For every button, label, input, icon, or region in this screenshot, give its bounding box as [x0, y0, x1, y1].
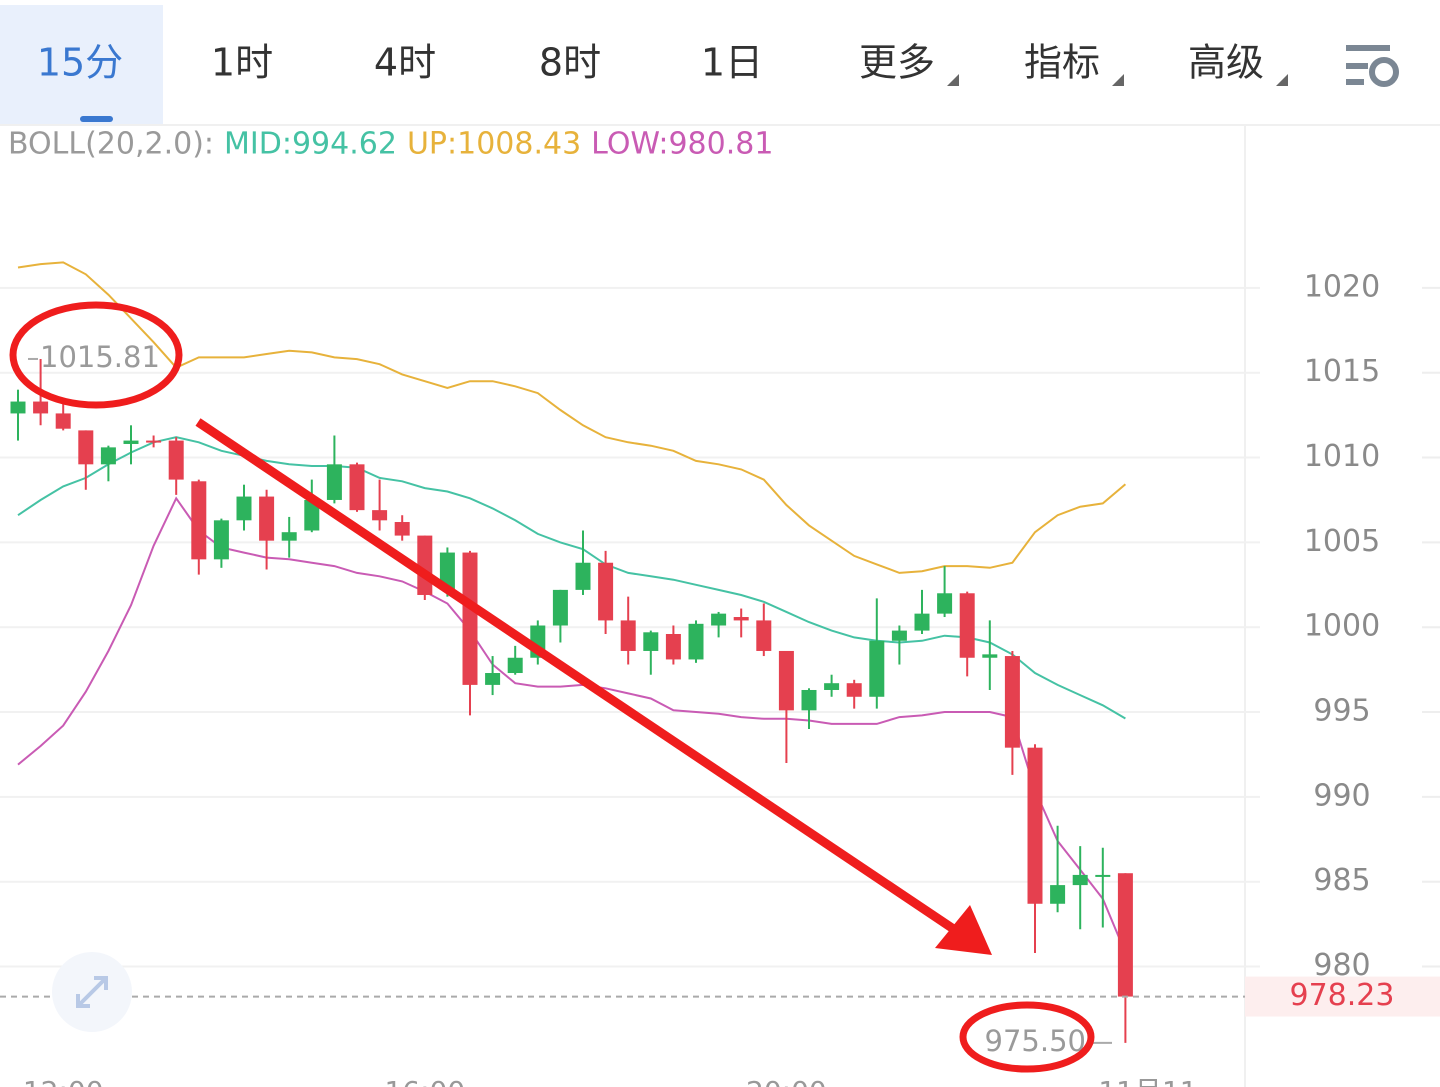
legend-entry: LOW:980.81 — [591, 127, 773, 162]
candle-body — [394, 522, 410, 536]
candle-body — [1117, 873, 1133, 997]
candle-body — [937, 593, 953, 614]
candle-body — [213, 520, 229, 560]
candle-body — [326, 464, 342, 500]
y-tick-label: 995 — [1313, 694, 1370, 729]
last-price-box — [1245, 976, 1440, 1017]
candle-body — [959, 593, 975, 658]
candle-body — [575, 562, 591, 590]
indicator-line — [17, 261, 1127, 574]
tab[interactable]: 15分 — [37, 41, 123, 85]
y-tick-label: 985 — [1313, 863, 1370, 898]
candle-body — [281, 532, 297, 541]
candle-body — [304, 499, 320, 531]
candle-body — [778, 650, 794, 711]
candle-body — [869, 640, 885, 697]
candle-body — [33, 401, 49, 414]
dropdown-caret — [1112, 74, 1124, 86]
expand-icon[interactable] — [52, 952, 132, 1032]
candle-body — [55, 413, 71, 429]
candle-body — [78, 430, 94, 465]
candle-body — [439, 552, 455, 590]
plot-area: 9809859909951000100510101015102012:0016:… — [0, 261, 1440, 1087]
toolbar: 15分 1时 4时 8时 1日 更多 指标 高级 — [37, 41, 1288, 86]
tab[interactable]: 更多 — [859, 41, 935, 85]
candle-body — [643, 632, 659, 651]
active-tab-bg — [0, 5, 163, 125]
candle-body — [485, 673, 501, 685]
y-tick-label: 1010 — [1304, 439, 1380, 474]
candle-body — [1072, 874, 1088, 886]
tab[interactable]: 1时 — [211, 41, 273, 85]
candle-body — [824, 683, 840, 690]
x-tick-label: 16:00 — [384, 1075, 465, 1087]
y-tick-label: 1005 — [1304, 524, 1380, 559]
dropdown-caret — [947, 74, 959, 86]
candle-body — [665, 633, 681, 660]
indicator-line — [17, 436, 1126, 720]
y-tick-label: 1015 — [1304, 354, 1380, 389]
candle-body — [462, 552, 478, 685]
candle-body — [507, 657, 523, 674]
tab[interactable]: 指标 — [1024, 41, 1100, 85]
candle-body — [711, 613, 727, 626]
candle-body — [801, 689, 817, 711]
candle-body — [1050, 885, 1066, 904]
candle-body — [146, 440, 162, 443]
candle-body — [1095, 874, 1111, 877]
max-label: 1015.81 — [40, 340, 160, 374]
candle-body — [10, 401, 26, 414]
tab[interactable]: 1日 — [701, 41, 763, 85]
tab[interactable]: 高级 — [1188, 41, 1264, 85]
candle-body — [100, 447, 116, 465]
candle-body — [1027, 747, 1043, 904]
x-tick-label: 11月11 — [1098, 1075, 1197, 1087]
candle-body — [688, 623, 704, 660]
x-tick-label: 20:00 — [746, 1075, 827, 1087]
candle-body — [259, 496, 275, 541]
candle-body — [349, 464, 365, 511]
candle-body — [620, 620, 636, 651]
candle-body — [846, 683, 862, 697]
y-tick-label: 990 — [1313, 778, 1370, 813]
candle-body — [733, 617, 749, 621]
candle-body — [1004, 656, 1020, 748]
x-tick-label: 12:00 — [23, 1075, 104, 1087]
y-tick-label: 1000 — [1304, 609, 1380, 644]
candle-body — [372, 510, 388, 521]
y-tick-label: 1020 — [1304, 269, 1380, 304]
candle-body — [236, 496, 252, 521]
indicator-label: BOLL(20,2.0): — [8, 127, 214, 162]
dropdown-caret — [1276, 74, 1288, 86]
candle-body — [191, 481, 207, 560]
candle-body — [756, 620, 772, 651]
active-tab-indicator — [80, 116, 113, 122]
candle-body — [123, 440, 139, 444]
candle-body — [891, 630, 907, 641]
tab[interactable]: 8时 — [539, 41, 601, 85]
legend-entry: MID:994.62 — [224, 127, 397, 162]
candle-body — [598, 562, 614, 621]
candle-body — [914, 613, 930, 631]
min-label: 975.50 — [985, 1024, 1086, 1058]
candle-body — [168, 440, 184, 480]
legend-entry: UP:1008.43 — [407, 127, 581, 162]
settings-icon[interactable] — [1346, 45, 1399, 87]
candle-body — [982, 654, 998, 658]
drawn-annotations — [9, 301, 1095, 1073]
last-price-label: 978.23 — [1290, 978, 1395, 1013]
tab[interactable]: 4时 — [374, 41, 436, 85]
candle-body — [552, 589, 568, 626]
